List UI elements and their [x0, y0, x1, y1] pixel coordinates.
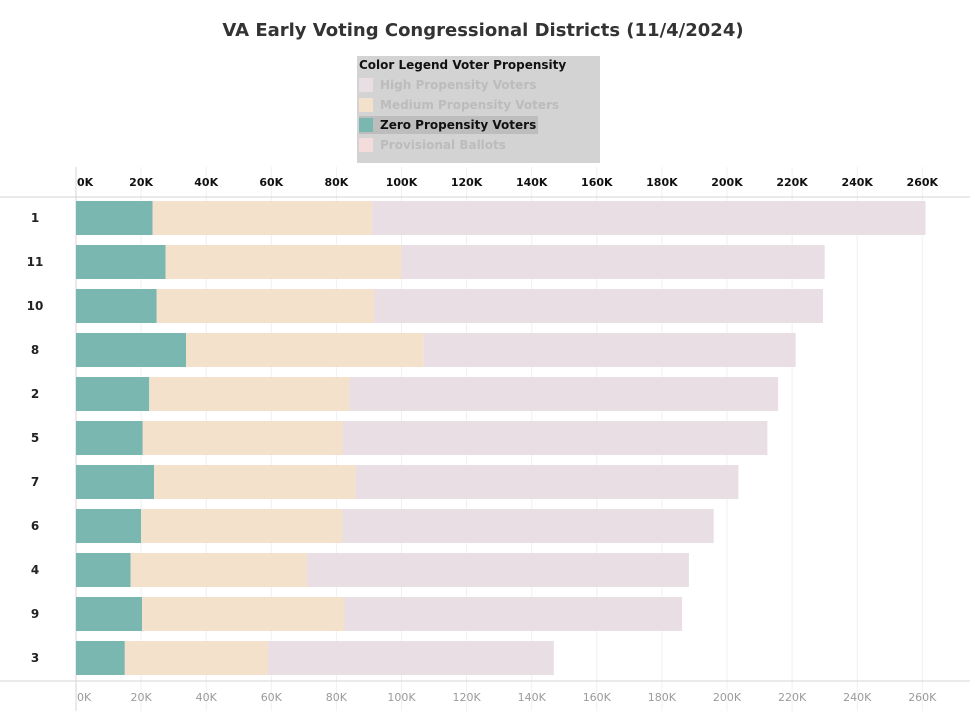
x-tick-label-bottom-12: 240K — [843, 691, 872, 704]
bar-segment-high-propensity-voters-district-5 — [342, 421, 768, 455]
bar-segment-zero-propensity-voters-district-2 — [76, 377, 150, 411]
legend-swatch-provisional — [359, 138, 373, 152]
bar-segment-medium-propensity-voters-district-6 — [141, 509, 343, 543]
chart-title: VA Early Voting Congressional Districts … — [222, 20, 744, 41]
bar-segment-zero-propensity-voters-district-9 — [76, 597, 143, 631]
legend-label-medium: Medium Propensity Voters — [380, 98, 560, 112]
bar-segment-high-propensity-voters-district-3 — [268, 641, 554, 675]
x-tick-label-bottom-10: 200K — [713, 691, 742, 704]
x-tick-label-top-2: 40K — [194, 176, 218, 189]
bar-segment-medium-propensity-voters-district-8 — [186, 333, 424, 367]
legend-swatch-high — [359, 78, 373, 92]
bar-segment-medium-propensity-voters-district-11 — [165, 245, 402, 279]
bar-segment-medium-propensity-voters-district-1 — [152, 201, 373, 235]
x-tick-label-top-12: 240K — [841, 176, 873, 189]
x-tick-label-bottom-9: 180K — [648, 691, 677, 704]
category-label-3: 3 — [31, 651, 39, 665]
bar-segment-zero-propensity-voters-district-6 — [76, 509, 142, 543]
bar-segment-high-propensity-voters-district-10 — [374, 289, 824, 323]
bar-segment-high-propensity-voters-district-6 — [342, 509, 714, 543]
x-tick-label-bottom-13: 260K — [908, 691, 937, 704]
x-tick-label-top-9: 180K — [646, 176, 678, 189]
x-tick-label-bottom-7: 140K — [518, 691, 547, 704]
x-tick-label-bottom-4: 80K — [326, 691, 348, 704]
color-legend: Color Legend Voter Propensity High Prope… — [357, 56, 600, 163]
x-tick-label-top-8: 160K — [581, 176, 613, 189]
x-tick-label-top-11: 220K — [776, 176, 808, 189]
x-tick-label-top-4: 80K — [324, 176, 348, 189]
category-label-1: 1 — [31, 211, 39, 225]
x-tick-label-top-13: 260K — [907, 176, 939, 189]
category-label-8: 8 — [31, 343, 39, 357]
x-tick-label-top-10: 200K — [711, 176, 743, 189]
legend-swatch-medium — [359, 98, 373, 112]
x-tick-label-bottom-5: 100K — [387, 691, 416, 704]
x-tick-label-bottom-6: 120K — [452, 691, 481, 704]
bar-segment-high-propensity-voters-district-8 — [423, 333, 796, 367]
bar-segment-high-propensity-voters-district-9 — [344, 597, 683, 631]
x-tick-label-bottom-0: 0K — [77, 691, 92, 704]
category-label-5: 5 — [31, 431, 39, 445]
x-tick-label-top-0: 0K — [77, 176, 94, 189]
legend-item-high[interactable]: High Propensity Voters — [359, 76, 539, 94]
bar-segment-high-propensity-voters-district-4 — [307, 553, 689, 587]
bar-segment-medium-propensity-voters-district-5 — [142, 421, 343, 455]
bar-segment-medium-propensity-voters-district-3 — [124, 641, 269, 675]
x-tick-label-top-7: 140K — [516, 176, 548, 189]
bar-segment-high-propensity-voters-district-2 — [349, 377, 779, 411]
category-label-7: 7 — [31, 475, 39, 489]
category-label-2: 2 — [31, 387, 39, 401]
bar-segment-zero-propensity-voters-district-4 — [76, 553, 131, 587]
x-tick-label-top-6: 120K — [451, 176, 483, 189]
bar-segment-zero-propensity-voters-district-10 — [76, 289, 157, 323]
x-tick-label-bottom-11: 220K — [778, 691, 807, 704]
x-tick-label-bottom-1: 20K — [130, 691, 152, 704]
x-tick-label-bottom-3: 60K — [261, 691, 283, 704]
x-tick-label-bottom-8: 160K — [583, 691, 612, 704]
x-tick-label-top-3: 60K — [259, 176, 283, 189]
bar-segment-medium-propensity-voters-district-2 — [149, 377, 350, 411]
legend-item-medium[interactable]: Medium Propensity Voters — [359, 96, 561, 114]
bar-segment-zero-propensity-voters-district-8 — [76, 333, 187, 367]
bar-segment-high-propensity-voters-district-7 — [355, 465, 739, 499]
legend-item-provisional[interactable]: Provisional Ballots — [359, 136, 508, 154]
bar-segment-high-propensity-voters-district-11 — [401, 245, 825, 279]
legend-title: Color Legend Voter Propensity — [359, 58, 567, 72]
bar-segment-high-propensity-voters-district-1 — [372, 201, 926, 235]
legend-swatch-zero — [359, 118, 373, 132]
category-label-10: 10 — [27, 299, 44, 313]
bar-segment-medium-propensity-voters-district-7 — [154, 465, 356, 499]
x-tick-label-top-5: 100K — [386, 176, 418, 189]
bar-segment-zero-propensity-voters-district-11 — [76, 245, 166, 279]
bar-segment-zero-propensity-voters-district-7 — [76, 465, 155, 499]
category-label-11: 11 — [27, 255, 44, 269]
bar-segment-zero-propensity-voters-district-5 — [76, 421, 143, 455]
bar-segment-zero-propensity-voters-district-3 — [76, 641, 125, 675]
bar-segment-medium-propensity-voters-district-4 — [130, 553, 308, 587]
legend-label-zero: Zero Propensity Voters — [380, 118, 537, 132]
legend-item-zero[interactable]: Zero Propensity Voters — [359, 116, 539, 134]
x-tick-label-bottom-2: 40K — [196, 691, 218, 704]
bar-segment-medium-propensity-voters-district-9 — [142, 597, 345, 631]
category-label-6: 6 — [31, 519, 39, 533]
category-label-4: 4 — [31, 563, 39, 577]
x-tick-label-top-1: 20K — [129, 176, 153, 189]
category-label-9: 9 — [31, 607, 39, 621]
bar-segment-zero-propensity-voters-district-1 — [76, 201, 153, 235]
bar-segment-medium-propensity-voters-district-10 — [156, 289, 375, 323]
legend-label-high: High Propensity Voters — [380, 78, 537, 92]
legend-label-provisional: Provisional Ballots — [380, 138, 506, 152]
